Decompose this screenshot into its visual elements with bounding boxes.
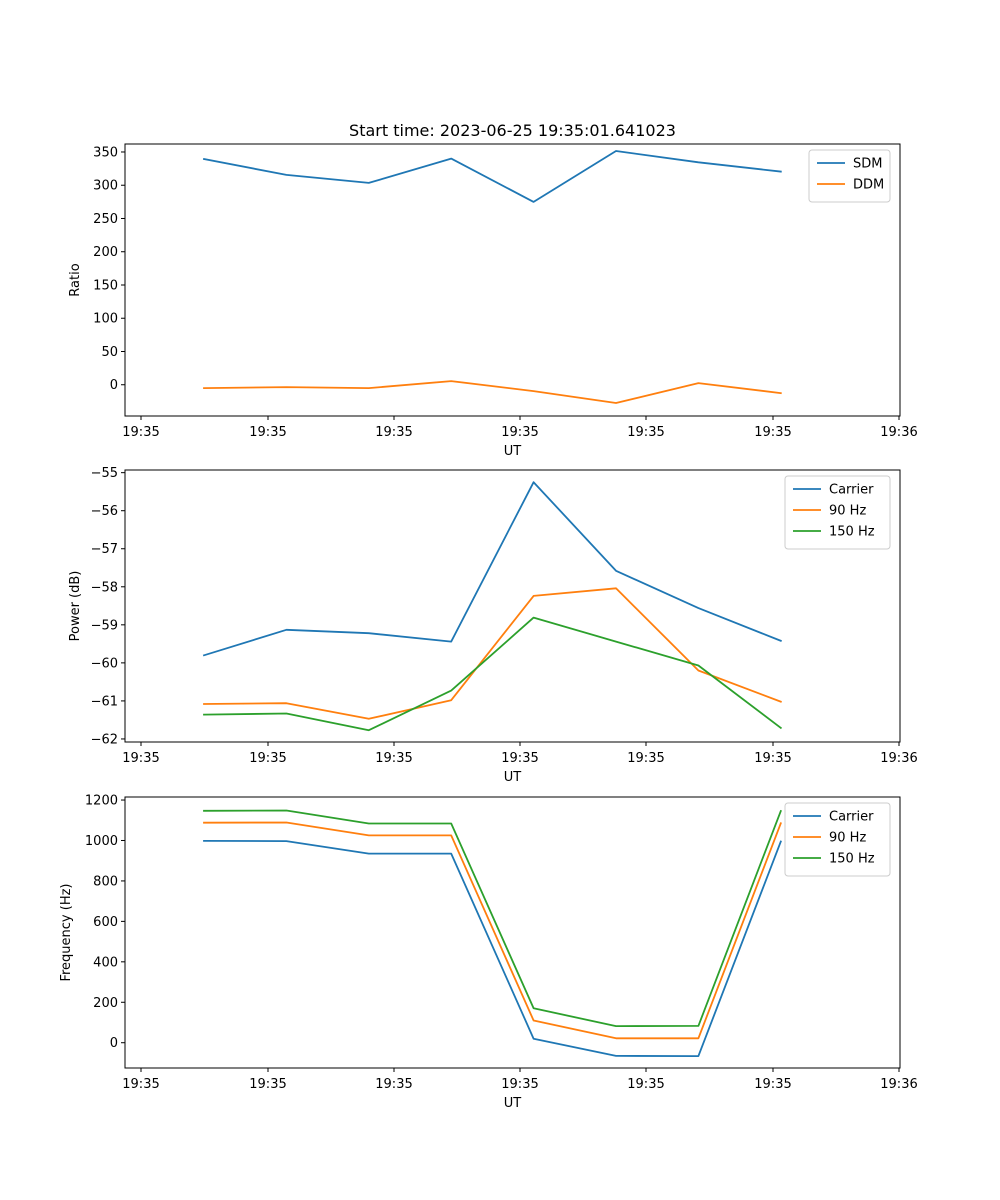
legend-label: SDM	[853, 157, 882, 172]
y-tick-label: −61	[91, 694, 118, 709]
x-tick-label: 19:35	[375, 425, 412, 440]
y-tick-label: 100	[93, 312, 118, 327]
plot-frame	[124, 796, 901, 1069]
chart-panel-3: 0 200 400 600 800 1000 1200 19:35 19:35 19:35 19:3…	[59, 794, 918, 1111]
x-tick-label: 19:35	[627, 751, 664, 766]
y-axis-label: Power (dB)	[68, 571, 83, 642]
y-axis-label: Frequency (Hz)	[59, 883, 74, 981]
y-tick-label: 0	[110, 378, 118, 393]
legend-label: 90 Hz	[829, 831, 866, 846]
x-tick-label: 19:35	[501, 751, 538, 766]
chart-title: Start time: 2023-06-25 19:35:01.641023	[349, 121, 676, 140]
x-tick-label: 19:35	[249, 425, 286, 440]
x-tick-label: 19:35	[122, 1077, 159, 1092]
x-tick-label: 19:35	[122, 425, 159, 440]
x-tick-label: 19:35	[501, 425, 538, 440]
x-tick-label: 19:35	[375, 751, 412, 766]
y-tick-label: 200	[93, 245, 118, 260]
x-tick-label: 19:35	[249, 751, 286, 766]
x-tick-label: 19:36	[880, 751, 917, 766]
y-tick-label: −58	[91, 580, 118, 595]
y-tick-label: 0	[110, 1036, 118, 1051]
series-line-150-hz	[203, 616, 783, 732]
x-tick-label: 19:35	[249, 1077, 286, 1092]
y-tick-label: 300	[93, 179, 118, 194]
plot-frame	[124, 143, 901, 417]
y-tick-label: 350	[93, 145, 118, 160]
chart-panel-1: 0 50 100 150 200 250 300 350 19:35 19:35 19:35 19:3…	[68, 143, 918, 459]
legend-label: 150 Hz	[829, 525, 875, 540]
legend-label: 90 Hz	[829, 504, 866, 519]
y-tick-label: −60	[91, 656, 118, 671]
series-line-150-hz	[203, 809, 782, 1027]
x-tick-label: 19:36	[880, 1077, 917, 1092]
legend: SDM DDM	[808, 149, 891, 203]
y-tick-label: 150	[93, 278, 118, 293]
plot-frame	[124, 469, 901, 743]
x-tick-label: 19:36	[880, 425, 917, 440]
x-axis-label: UT	[504, 1096, 522, 1111]
y-tick-label: 200	[93, 996, 118, 1011]
legend: Carrier 90 Hz 150 Hz	[784, 475, 891, 550]
legend-label: Carrier	[829, 483, 874, 498]
y-tick-label: −55	[91, 466, 118, 481]
y-tick-label: 800	[93, 874, 118, 889]
x-axis-label: UT	[504, 770, 522, 785]
series-line-ddm	[203, 380, 782, 404]
y-tick-label: 1000	[85, 834, 118, 849]
y-tick-label: −59	[91, 618, 118, 633]
y-tick-label: 400	[93, 955, 118, 970]
x-tick-label: 19:35	[122, 751, 159, 766]
legend-label: 150 Hz	[829, 852, 875, 867]
axes-container: 0 50 100 150 200 250 300 350 19:35 19:35 19:35 19:3…	[59, 143, 918, 1111]
x-tick-label: 19:35	[627, 1077, 664, 1092]
y-tick-label: 250	[93, 212, 118, 227]
y-tick-label: 600	[93, 915, 118, 930]
x-tick-label: 19:35	[627, 425, 664, 440]
y-tick-label: −62	[91, 732, 118, 747]
series-line-90-hz	[203, 587, 782, 720]
x-tick-label: 19:35	[375, 1077, 412, 1092]
x-tick-label: 19:35	[754, 751, 791, 766]
series-line-sdm	[202, 150, 782, 203]
y-axis-label: Ratio	[68, 263, 83, 296]
x-tick-label: 19:35	[501, 1077, 538, 1092]
x-tick-label: 19:35	[754, 425, 791, 440]
legend-label: Carrier	[829, 810, 874, 825]
chart-panel-2: −62 −61 −60 −59 −58 −57 −56 −55 19:35 19:35 19:35 1…	[68, 466, 918, 785]
x-tick-label: 19:35	[754, 1077, 791, 1092]
series-line-carrier	[203, 839, 782, 1057]
legend: Carrier 90 Hz 150 Hz	[784, 802, 891, 877]
y-tick-label: 1200	[85, 794, 118, 809]
series-line-90-hz	[203, 821, 782, 1040]
y-tick-label: −57	[91, 542, 118, 557]
legend-label: DDM	[853, 178, 884, 193]
series-line-carrier	[202, 481, 782, 657]
x-axis-label: UT	[504, 444, 522, 459]
y-tick-label: −56	[91, 504, 118, 519]
y-tick-label: 50	[101, 345, 118, 360]
